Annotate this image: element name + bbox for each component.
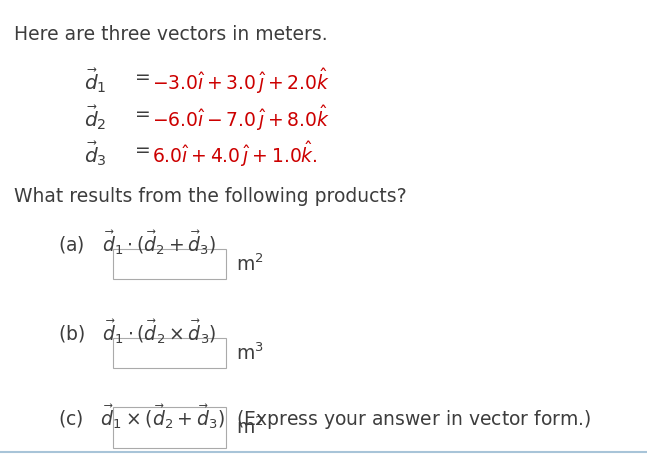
FancyBboxPatch shape [113,407,226,448]
Text: $=$: $=$ [131,66,150,85]
Text: $-6.0\hat{\imath} - 7.0\,\hat{\jmath} + 8.0\hat{k}$: $-6.0\hat{\imath} - 7.0\,\hat{\jmath} + … [152,103,330,133]
Text: $\vec{d}_1$: $\vec{d}_1$ [84,66,107,95]
FancyBboxPatch shape [113,338,226,368]
Text: (b)   $\vec{d}_1 \cdot (\vec{d}_2 \times \vec{d}_3)$: (b) $\vec{d}_1 \cdot (\vec{d}_2 \times \… [58,318,217,346]
Text: $-3.0\hat{\imath} + 3.0\,\hat{\jmath} + 2.0\hat{k}$: $-3.0\hat{\imath} + 3.0\,\hat{\jmath} + … [152,66,330,96]
Text: $=$: $=$ [131,139,150,159]
Text: $\mathrm{m}^2$: $\mathrm{m}^2$ [236,253,264,275]
Text: (a)   $\vec{d}_1 \cdot (\vec{d}_2 + \vec{d}_3)$: (a) $\vec{d}_1 \cdot (\vec{d}_2 + \vec{d… [58,228,217,257]
FancyBboxPatch shape [113,249,226,279]
Text: What results from the following products?: What results from the following products… [14,187,407,207]
Text: $\mathrm{m}^2$: $\mathrm{m}^2$ [236,416,264,438]
Text: Here are three vectors in meters.: Here are three vectors in meters. [14,25,328,44]
Text: (c)   $\vec{d}_1 \times (\vec{d}_2 + \vec{d}_3)$  (Express your answer in vector: (c) $\vec{d}_1 \times (\vec{d}_2 + \vec{… [58,403,591,432]
Text: $\mathrm{m}^3$: $\mathrm{m}^3$ [236,342,264,364]
Text: $\vec{d}_3$: $\vec{d}_3$ [84,139,107,168]
Text: $6.0\hat{\imath} + 4.0\,\hat{\jmath} + 1.0\hat{k}.$: $6.0\hat{\imath} + 4.0\,\hat{\jmath} + 1… [152,139,318,169]
Text: $\vec{d}_2$: $\vec{d}_2$ [84,103,107,132]
Text: $=$: $=$ [131,103,150,122]
